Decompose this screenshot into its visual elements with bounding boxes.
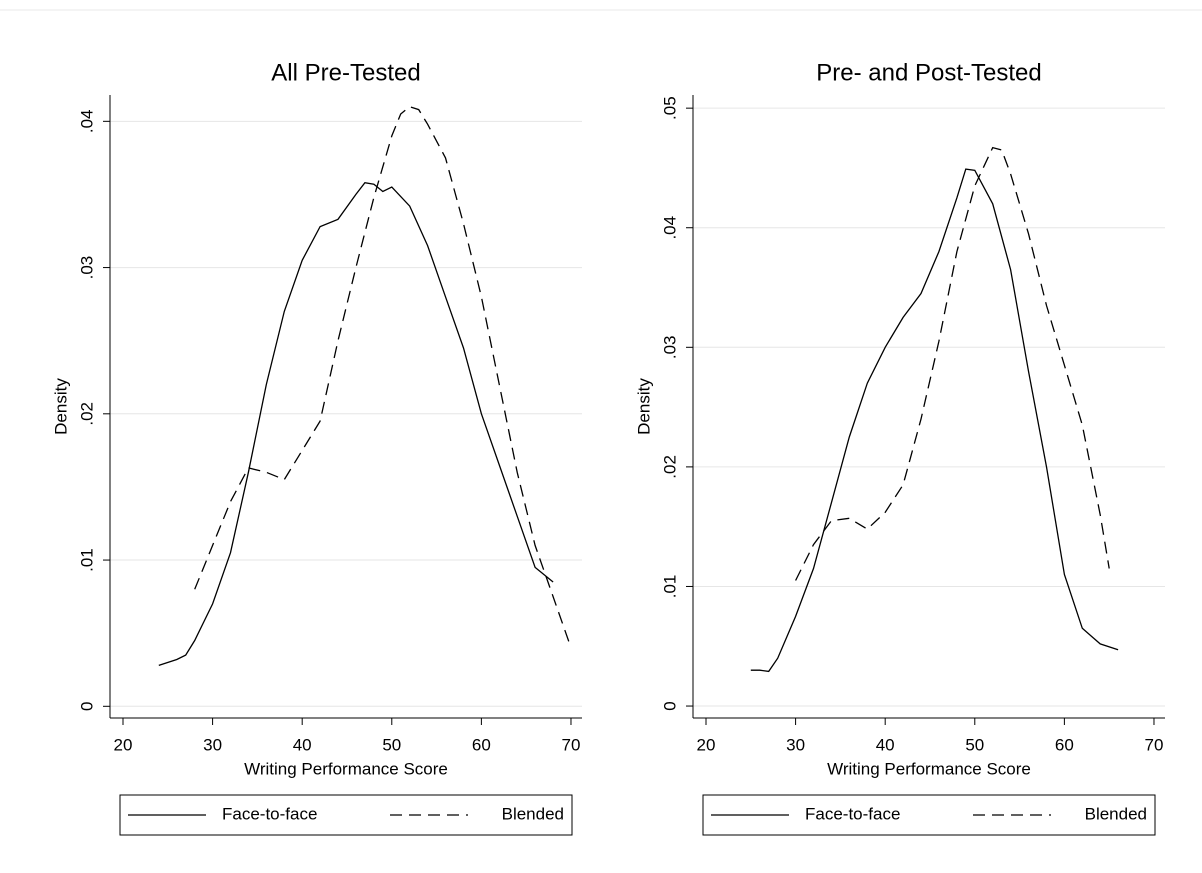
legend-label: Face-to-face xyxy=(222,804,317,823)
line-series xyxy=(795,146,1110,581)
x-tick-label: 60 xyxy=(1055,735,1074,754)
x-tick-label: 40 xyxy=(876,735,895,754)
line-series xyxy=(158,181,554,667)
legend-label: Blended xyxy=(1085,804,1147,823)
x-tick-label: 50 xyxy=(382,735,401,754)
y-axis-label: Density xyxy=(634,378,653,435)
x-tick-label: 70 xyxy=(562,735,581,754)
x-tick-label: 60 xyxy=(472,735,491,754)
chart-title: Pre- and Post-Tested xyxy=(816,59,1041,86)
x-tick-label: 20 xyxy=(114,735,133,754)
y-tick-label: .05 xyxy=(660,96,679,120)
y-tick-label: .02 xyxy=(77,402,96,426)
x-tick-label: 30 xyxy=(203,735,222,754)
x-tick-label: 40 xyxy=(293,735,312,754)
legend-label: Blended xyxy=(502,804,564,823)
x-tick-label: 50 xyxy=(965,735,984,754)
x-tick-label: 20 xyxy=(697,735,716,754)
x-tick-label: 70 xyxy=(1145,735,1164,754)
y-tick-label: 0 xyxy=(77,702,96,711)
line-series xyxy=(750,168,1119,673)
y-tick-label: .03 xyxy=(77,256,96,280)
y-tick-label: .04 xyxy=(77,110,96,134)
chart-title: All Pre-Tested xyxy=(271,59,420,86)
y-tick-label: .02 xyxy=(660,455,679,479)
legend-label: Face-to-face xyxy=(805,804,900,823)
x-axis-label: Writing Performance Score xyxy=(244,759,448,778)
y-tick-label: .03 xyxy=(660,335,679,359)
y-tick-label: 0 xyxy=(660,701,679,710)
y-tick-label: .04 xyxy=(660,216,679,240)
y-tick-label: .01 xyxy=(77,548,96,572)
x-axis-label: Writing Performance Score xyxy=(827,759,1031,778)
line-series xyxy=(194,105,572,649)
x-tick-label: 30 xyxy=(786,735,805,754)
y-axis-label: Density xyxy=(51,378,70,435)
y-tick-label: .01 xyxy=(660,575,679,599)
